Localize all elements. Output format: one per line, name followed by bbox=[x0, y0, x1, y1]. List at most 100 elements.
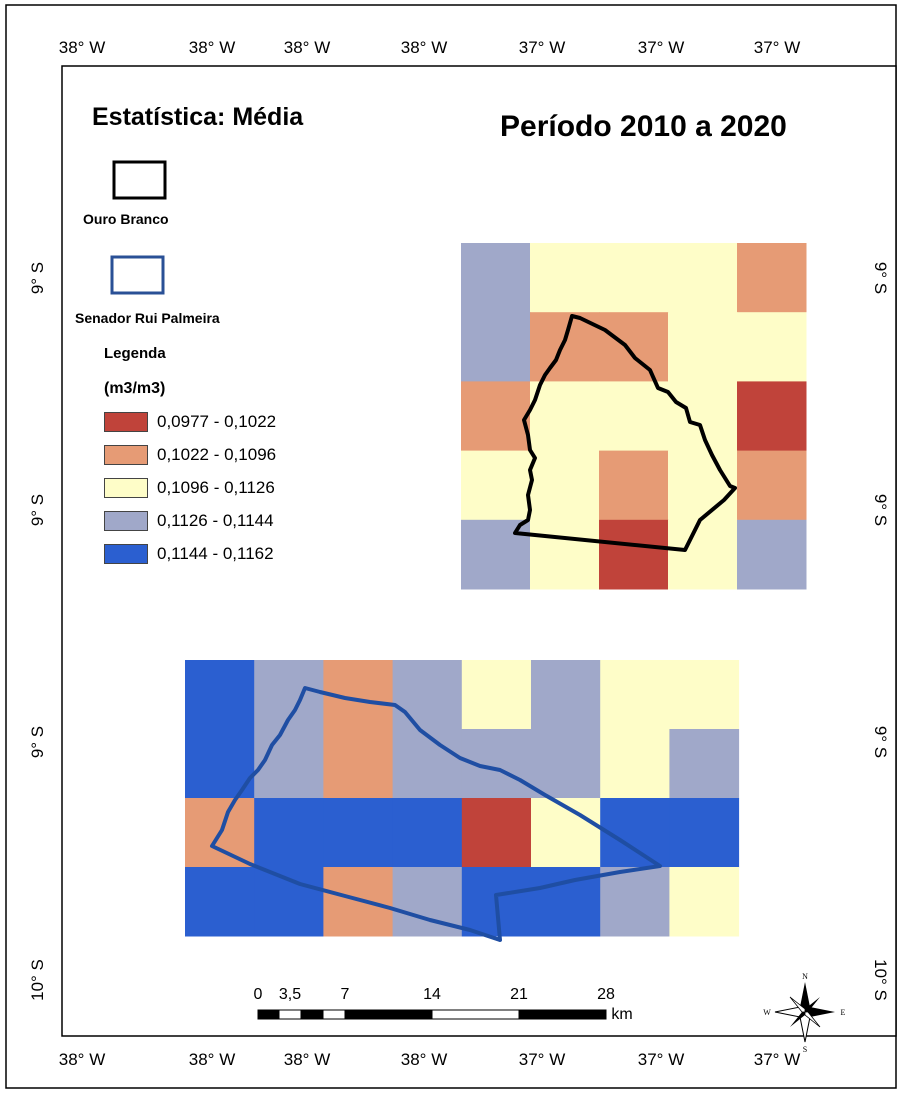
scale-tick-label: 28 bbox=[597, 986, 615, 1003]
right-axis-label-3: 10° S bbox=[871, 959, 890, 1001]
legend-swatch bbox=[104, 412, 148, 432]
legend-label: 0,1144 - 0,1162 bbox=[157, 544, 274, 563]
senador-rui-palmeira-cell bbox=[323, 867, 394, 937]
bottom-axis-label-2: 38° W bbox=[283, 1050, 331, 1069]
ouro-branco-cell bbox=[530, 519, 600, 590]
ouro-branco-cell bbox=[599, 312, 669, 382]
senador-rui-palmeira-cell bbox=[600, 660, 670, 730]
scale-tick-label: 14 bbox=[423, 986, 441, 1003]
ouro-branco-cell bbox=[668, 312, 738, 382]
ouro-branco-cell bbox=[461, 519, 531, 590]
senador-rui-palmeira-cell bbox=[531, 729, 601, 799]
compass-w: W bbox=[763, 1008, 771, 1017]
ouro-branco-boundary bbox=[513, 314, 737, 552]
ouro-branco-cell bbox=[737, 312, 807, 382]
scale-tick-label: 21 bbox=[510, 986, 528, 1003]
scale-bar-segment bbox=[344, 1009, 433, 1020]
left-axis-label-1: 9° S bbox=[28, 493, 47, 527]
ouro-branco-label: Ouro Branco bbox=[83, 211, 169, 227]
ouro-branco-cell bbox=[461, 381, 531, 452]
top-axis-label-6: 37° W bbox=[753, 38, 801, 57]
senador-rui-palmeira-cell bbox=[185, 660, 255, 730]
senador-rui-palmeira-boundary bbox=[210, 686, 662, 942]
senador-rui-palmeira-cell bbox=[323, 729, 394, 799]
ouro-branco-cell bbox=[737, 243, 807, 313]
scale-bar-segment bbox=[300, 1009, 324, 1020]
senador-rui-palmeira-cell bbox=[461, 798, 532, 868]
ouro-branco-cell bbox=[599, 519, 669, 590]
top-axis-label-2: 38° W bbox=[283, 38, 331, 57]
ouro-branco-cell bbox=[737, 381, 807, 452]
legend-title: Legenda bbox=[104, 345, 166, 362]
bottom-axis-label-5: 37° W bbox=[637, 1050, 685, 1069]
ouro-branco-cell bbox=[530, 243, 600, 313]
senador-rui-palmeira-cell bbox=[254, 798, 324, 868]
ouro-branco-legend-box bbox=[112, 160, 167, 200]
bottom-axis-label-1: 38° W bbox=[188, 1050, 236, 1069]
left-axis-label-3: 10° S bbox=[28, 959, 47, 1001]
legend-label: 0,1126 - 0,1144 bbox=[157, 511, 274, 530]
compass-e: E bbox=[841, 1008, 846, 1017]
ouro-branco-cell bbox=[668, 381, 738, 452]
bottom-axis-label-4: 37° W bbox=[518, 1050, 566, 1069]
scale-tick-label: 7 bbox=[340, 986, 350, 1003]
scale-bar-segment bbox=[278, 1009, 302, 1020]
ouro-branco-cell bbox=[668, 519, 738, 590]
ouro-branco-cell bbox=[599, 243, 669, 313]
right-axis-label-2: 9° S bbox=[871, 725, 890, 759]
ouro-branco-cell bbox=[668, 450, 738, 521]
ouro-branco-cell bbox=[461, 243, 531, 313]
ouro-branco-cell bbox=[668, 243, 738, 313]
scale-bar-segment bbox=[518, 1009, 607, 1020]
senador-rui-palmeira-cell bbox=[392, 729, 463, 799]
legend-item: 0,1144 - 0,1162 bbox=[104, 543, 274, 565]
legend-unit: (m3/m3) bbox=[104, 380, 166, 397]
bottom-axis-label-3: 38° W bbox=[400, 1050, 448, 1069]
ouro-branco-cell bbox=[599, 381, 669, 452]
scale-bar-segment bbox=[431, 1009, 520, 1020]
top-axis-label-0: 38° W bbox=[58, 38, 106, 57]
ouro-branco-cell bbox=[599, 450, 669, 521]
senador-rui-palmeira-legend-box bbox=[110, 255, 165, 295]
legend-item: 0,1096 - 0,1126 bbox=[104, 477, 275, 499]
senador-rui-palmeira-cell bbox=[669, 660, 740, 730]
compass-s: S bbox=[803, 1045, 807, 1054]
north-arrow-icon: N S E W bbox=[763, 972, 845, 1054]
senador-rui-palmeira-cell bbox=[254, 729, 324, 799]
scale-bar-segment bbox=[257, 1009, 280, 1020]
senador-rui-palmeira-cell bbox=[669, 867, 740, 937]
right-axis-label-0: 9° S bbox=[871, 261, 890, 295]
legend-label: 0,1022 - 0,1096 bbox=[157, 445, 277, 464]
legend-swatch bbox=[104, 511, 148, 531]
ouro-branco-raster bbox=[461, 243, 807, 590]
legend-swatch bbox=[104, 478, 148, 498]
senador-rui-palmeira-cell bbox=[669, 729, 740, 799]
scale-bar bbox=[257, 1009, 607, 1020]
scale-unit: km bbox=[611, 1006, 633, 1023]
senador-rui-palmeira-cell bbox=[392, 660, 463, 730]
legend-label: 0,1096 - 0,1126 bbox=[157, 478, 275, 497]
senador-rui-palmeira-cell bbox=[323, 798, 394, 868]
legend-item: 0,1126 - 0,1144 bbox=[104, 510, 274, 532]
ouro-branco-cell bbox=[461, 450, 531, 521]
senador-rui-palmeira-label: Senador Rui Palmeira bbox=[75, 310, 220, 326]
map-statistic-title: Estatística: Média bbox=[92, 103, 304, 131]
legend-swatch bbox=[104, 544, 148, 564]
bottom-axis-label-6: 37° W bbox=[753, 1050, 801, 1069]
top-axis-label-1: 38° W bbox=[188, 38, 236, 57]
right-axis-label-1: 9° S bbox=[871, 493, 890, 527]
top-axis-label-4: 37° W bbox=[518, 38, 566, 57]
top-axis-label-5: 37° W bbox=[637, 38, 685, 57]
senador-rui-palmeira-cell bbox=[185, 867, 255, 937]
senador-rui-palmeira-cell bbox=[600, 729, 670, 799]
ouro-branco-cell bbox=[530, 450, 600, 521]
ouro-branco-cell bbox=[530, 381, 600, 452]
left-axis-label-0: 9° S bbox=[28, 261, 47, 295]
senador-rui-palmeira-cell bbox=[669, 798, 740, 868]
legend-item: 0,1022 - 0,1096 bbox=[104, 444, 276, 466]
ouro-branco-cell bbox=[737, 519, 807, 590]
legend-swatch bbox=[104, 445, 148, 465]
legend-label: 0,0977 - 0,1022 bbox=[157, 412, 277, 431]
ouro-branco-cell bbox=[461, 312, 531, 382]
